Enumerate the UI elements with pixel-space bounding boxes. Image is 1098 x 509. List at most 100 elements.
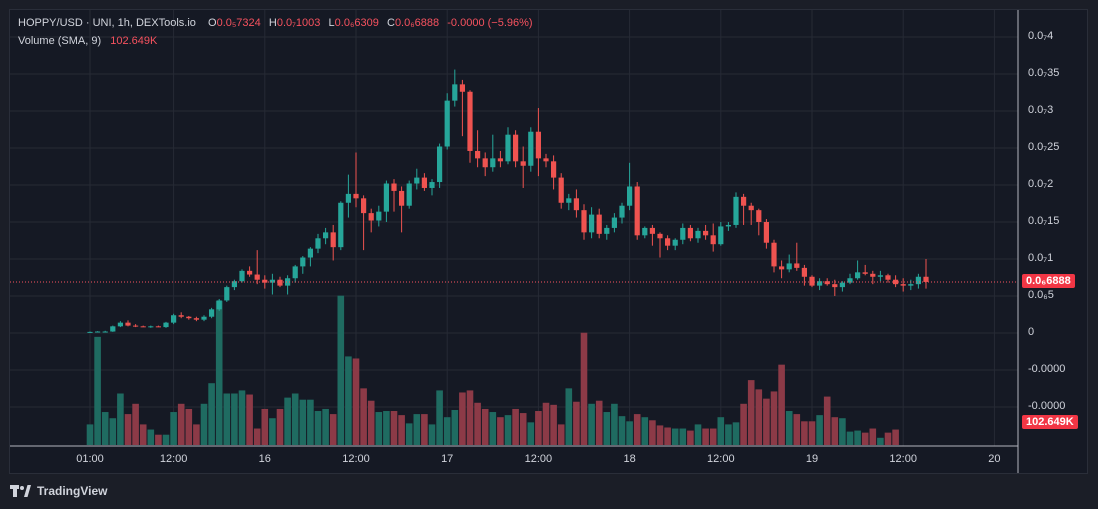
candle (209, 307, 215, 319)
candle-body (125, 322, 131, 326)
time-tick-label: 18 (623, 453, 636, 465)
chart-frame (9, 9, 1088, 474)
volume-bar (892, 429, 899, 445)
volume-bar (383, 411, 390, 445)
candle (657, 232, 663, 258)
current-price-tag: 0.0₆6888 (1022, 274, 1075, 289)
candle-body (824, 281, 830, 285)
volume-bar (732, 422, 740, 445)
time-tick-label: 12:00 (524, 453, 553, 465)
candle-body (178, 315, 184, 317)
candle (649, 224, 655, 246)
candle-body (543, 158, 549, 162)
candle (399, 186, 405, 233)
candle (459, 79, 465, 137)
volume-bar (846, 431, 854, 445)
volume-bar (367, 400, 375, 445)
candle-body (338, 202, 344, 248)
volume-bar (535, 411, 542, 445)
current-volume-tag: 102.649K (1022, 415, 1078, 430)
candle-body (133, 325, 139, 327)
volume-bar (497, 417, 504, 445)
volume-bar (808, 421, 816, 445)
volume-bar (124, 414, 132, 445)
candle-body (885, 275, 891, 280)
candle-body (399, 190, 405, 206)
candle-body (497, 158, 503, 162)
candle (718, 222, 724, 246)
candle (710, 223, 716, 252)
volume-bar (109, 418, 117, 445)
candle-body (581, 210, 587, 233)
candle-body (505, 134, 511, 162)
candle (566, 193, 572, 211)
candle-body (756, 210, 762, 222)
candle (520, 146, 526, 188)
legend-low-label: L (328, 17, 335, 29)
time-tick-label: 01:00 (76, 453, 104, 465)
candle-body (269, 279, 275, 283)
candle-body (870, 273, 876, 277)
tradingview-brand-text: TradingView (37, 484, 108, 498)
candle-body (657, 233, 663, 239)
volume-bar (215, 300, 223, 445)
tradingview-logo[interactable]: TradingView (10, 484, 107, 498)
candle (665, 235, 671, 251)
candle (125, 320, 131, 327)
volume-bar (223, 393, 231, 445)
candle-body (117, 322, 123, 327)
candle-body (528, 131, 534, 166)
candle-body (163, 322, 169, 328)
candle-body (482, 158, 488, 168)
candles (87, 69, 929, 333)
volume-bar (200, 403, 208, 445)
candle (102, 330, 108, 333)
volume-bar (337, 295, 345, 445)
volume-bar (687, 430, 694, 445)
candle-body (330, 232, 336, 248)
volume-bar (595, 400, 603, 445)
candle-body (224, 287, 230, 301)
volume-bar (117, 393, 124, 445)
legend-volume-label: Volume (SMA, 9) (18, 35, 102, 47)
candle-body (535, 131, 541, 159)
volume-bar (481, 408, 489, 445)
candle-body (262, 279, 268, 283)
candle (817, 278, 823, 291)
price-tick-label: 0.0₇3 (1028, 104, 1054, 116)
volume-bar (641, 417, 649, 445)
candle-body (110, 326, 116, 332)
volume-bar (208, 383, 215, 445)
legend-symbol: HOPPY/USD · UNI, 1h, DEXTools.io (18, 17, 196, 29)
candle-body (421, 177, 427, 188)
candle-body (703, 230, 709, 236)
candle (581, 204, 587, 240)
volume-bar (94, 336, 101, 445)
candle-body (596, 214, 602, 234)
volume-bar (740, 403, 747, 445)
candle-body (832, 284, 838, 288)
candle (596, 208, 602, 239)
volume-bar (155, 434, 162, 445)
candle (558, 173, 564, 209)
volume-bar (557, 424, 565, 445)
candle-body (383, 183, 389, 212)
candle (193, 316, 199, 322)
volume-bar (360, 388, 367, 445)
volume-bar (421, 414, 428, 445)
candle (429, 179, 435, 196)
volume-bar (413, 414, 421, 445)
candle-body (148, 326, 154, 328)
legend-ohlc: HOPPY/USD · UNI, 1h, DEXTools.io O0.0₅73… (18, 17, 533, 29)
volume-bar (284, 397, 291, 445)
volume-bar (504, 415, 512, 445)
volume-bar (869, 428, 877, 445)
legend-low-value: 0.0₆6309 (334, 17, 379, 29)
candle (285, 275, 291, 295)
candle (885, 273, 891, 283)
volume-bar (170, 412, 177, 445)
candle (528, 127, 534, 172)
volume-bar (877, 437, 884, 445)
volume-bar (861, 432, 869, 445)
